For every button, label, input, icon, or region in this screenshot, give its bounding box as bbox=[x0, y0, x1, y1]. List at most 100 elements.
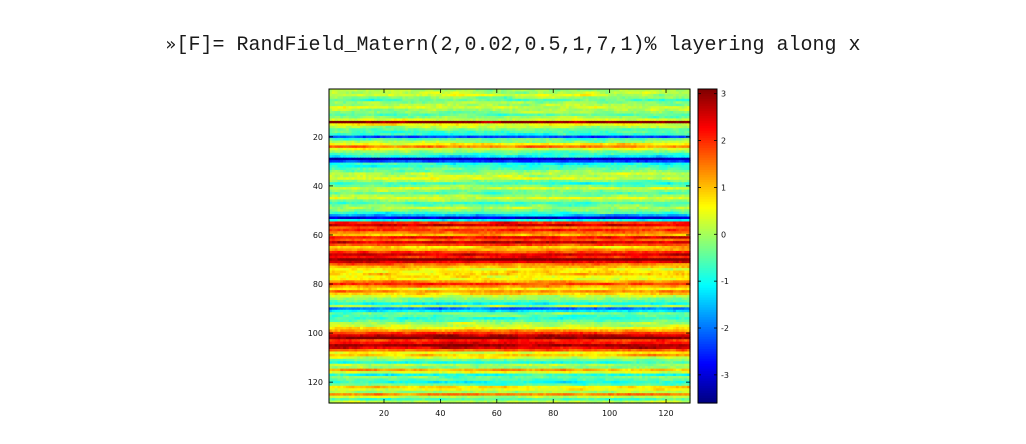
heatmap-cell bbox=[540, 108, 544, 112]
heatmap-cell bbox=[430, 89, 434, 93]
heatmap-cell bbox=[687, 118, 691, 122]
heatmap-cell bbox=[608, 111, 612, 115]
heatmap-cell bbox=[464, 93, 468, 97]
heatmap-cell bbox=[656, 118, 660, 122]
heatmap-cell bbox=[450, 106, 454, 110]
heatmap-cell bbox=[551, 96, 556, 100]
heatmap-cell bbox=[492, 123, 496, 127]
heatmap-cell bbox=[560, 123, 564, 127]
heatmap-cell bbox=[661, 108, 666, 112]
heatmap-cell bbox=[486, 115, 491, 120]
heatmap-cell bbox=[588, 118, 592, 122]
heatmap-cell bbox=[568, 101, 573, 105]
heatmap-cell bbox=[577, 96, 581, 100]
heatmap-cell bbox=[658, 89, 663, 93]
heatmap-cell bbox=[551, 103, 556, 107]
heatmap-cell bbox=[647, 98, 652, 102]
heatmap-cell bbox=[388, 101, 392, 105]
heatmap-cell bbox=[633, 108, 638, 112]
heatmap-cell bbox=[484, 120, 488, 124]
heatmap-cell bbox=[534, 125, 539, 129]
heatmap-cell bbox=[506, 89, 511, 93]
heatmap-cell bbox=[594, 120, 598, 124]
heatmap-cell bbox=[467, 115, 471, 120]
heatmap-cell bbox=[484, 111, 488, 115]
heatmap-cell bbox=[362, 93, 367, 97]
heatmap-cell bbox=[388, 120, 392, 124]
heatmap-cell bbox=[441, 91, 446, 95]
heatmap-cell bbox=[461, 98, 465, 102]
heatmap-cell bbox=[329, 111, 333, 115]
heatmap-cell bbox=[450, 103, 454, 107]
heatmap-cell bbox=[684, 106, 688, 110]
heatmap-cell bbox=[371, 125, 375, 129]
heatmap-cell bbox=[658, 120, 663, 124]
heatmap-cell bbox=[419, 115, 423, 120]
heatmap-cell bbox=[416, 93, 420, 97]
heatmap-cell bbox=[611, 113, 615, 117]
heatmap-cell bbox=[475, 108, 480, 112]
heatmap-cell bbox=[486, 93, 491, 97]
heatmap-cell bbox=[537, 108, 542, 112]
heatmap-cell bbox=[436, 113, 440, 117]
heatmap-cell bbox=[405, 118, 409, 122]
heatmap-cell bbox=[467, 125, 471, 129]
heatmap-cell bbox=[667, 91, 671, 95]
heatmap-cell bbox=[399, 93, 403, 97]
heatmap-cell bbox=[382, 96, 387, 100]
heatmap-cell bbox=[329, 108, 333, 112]
heatmap-cell bbox=[410, 118, 415, 122]
heatmap-cell bbox=[588, 113, 592, 117]
heatmap-cell bbox=[512, 120, 516, 124]
heatmap-cell bbox=[484, 108, 488, 112]
heatmap-cell bbox=[422, 93, 426, 97]
heatmap-cell bbox=[489, 123, 494, 127]
heatmap-cell bbox=[410, 125, 415, 129]
heatmap-cell bbox=[596, 93, 601, 97]
heatmap-cell bbox=[391, 91, 395, 95]
heatmap-cell bbox=[492, 98, 496, 102]
heatmap-cell bbox=[371, 93, 375, 97]
heatmap-cell bbox=[574, 123, 578, 127]
heatmap-cell bbox=[388, 93, 392, 97]
heatmap-cell bbox=[430, 118, 434, 122]
heatmap-cell bbox=[422, 111, 426, 115]
heatmap-cell bbox=[484, 106, 488, 110]
heatmap-cell bbox=[633, 125, 638, 129]
heatmap-cell bbox=[616, 93, 621, 97]
heatmap-cell bbox=[337, 103, 341, 107]
heatmap-cell bbox=[447, 115, 451, 120]
heatmap-cell bbox=[512, 93, 516, 97]
heatmap-cell bbox=[413, 118, 418, 122]
heatmap-cell bbox=[568, 123, 573, 127]
heatmap-cell bbox=[577, 115, 581, 120]
heatmap-cell bbox=[441, 106, 446, 110]
heatmap-cell bbox=[661, 98, 666, 102]
heatmap-cell bbox=[681, 111, 685, 115]
heatmap-cell bbox=[532, 115, 536, 120]
heatmap-cell bbox=[619, 101, 623, 105]
heatmap-cell bbox=[673, 101, 677, 105]
heatmap-cell bbox=[354, 103, 358, 107]
heatmap-cell bbox=[376, 118, 381, 122]
heatmap-cell bbox=[613, 101, 618, 105]
heatmap-cell bbox=[416, 96, 420, 100]
heatmap-cell bbox=[495, 96, 499, 100]
heatmap-cell bbox=[594, 111, 598, 115]
heatmap-cell bbox=[419, 125, 423, 129]
heatmap-cell bbox=[351, 125, 355, 129]
heatmap-cell bbox=[520, 98, 525, 102]
heatmap-cell bbox=[365, 113, 370, 117]
heatmap-cell bbox=[334, 108, 339, 112]
heatmap-cell bbox=[447, 106, 451, 110]
heatmap-cell bbox=[644, 96, 649, 100]
heatmap-cell bbox=[455, 111, 460, 115]
heatmap-cell bbox=[636, 120, 640, 124]
heatmap-cell bbox=[568, 89, 573, 93]
heatmap-cell bbox=[554, 120, 559, 124]
heatmap-cell bbox=[351, 111, 355, 115]
heatmap-cell bbox=[492, 91, 496, 95]
heatmap-cell bbox=[481, 115, 485, 120]
heatmap-cell bbox=[416, 91, 420, 95]
heatmap-cell bbox=[374, 123, 378, 127]
